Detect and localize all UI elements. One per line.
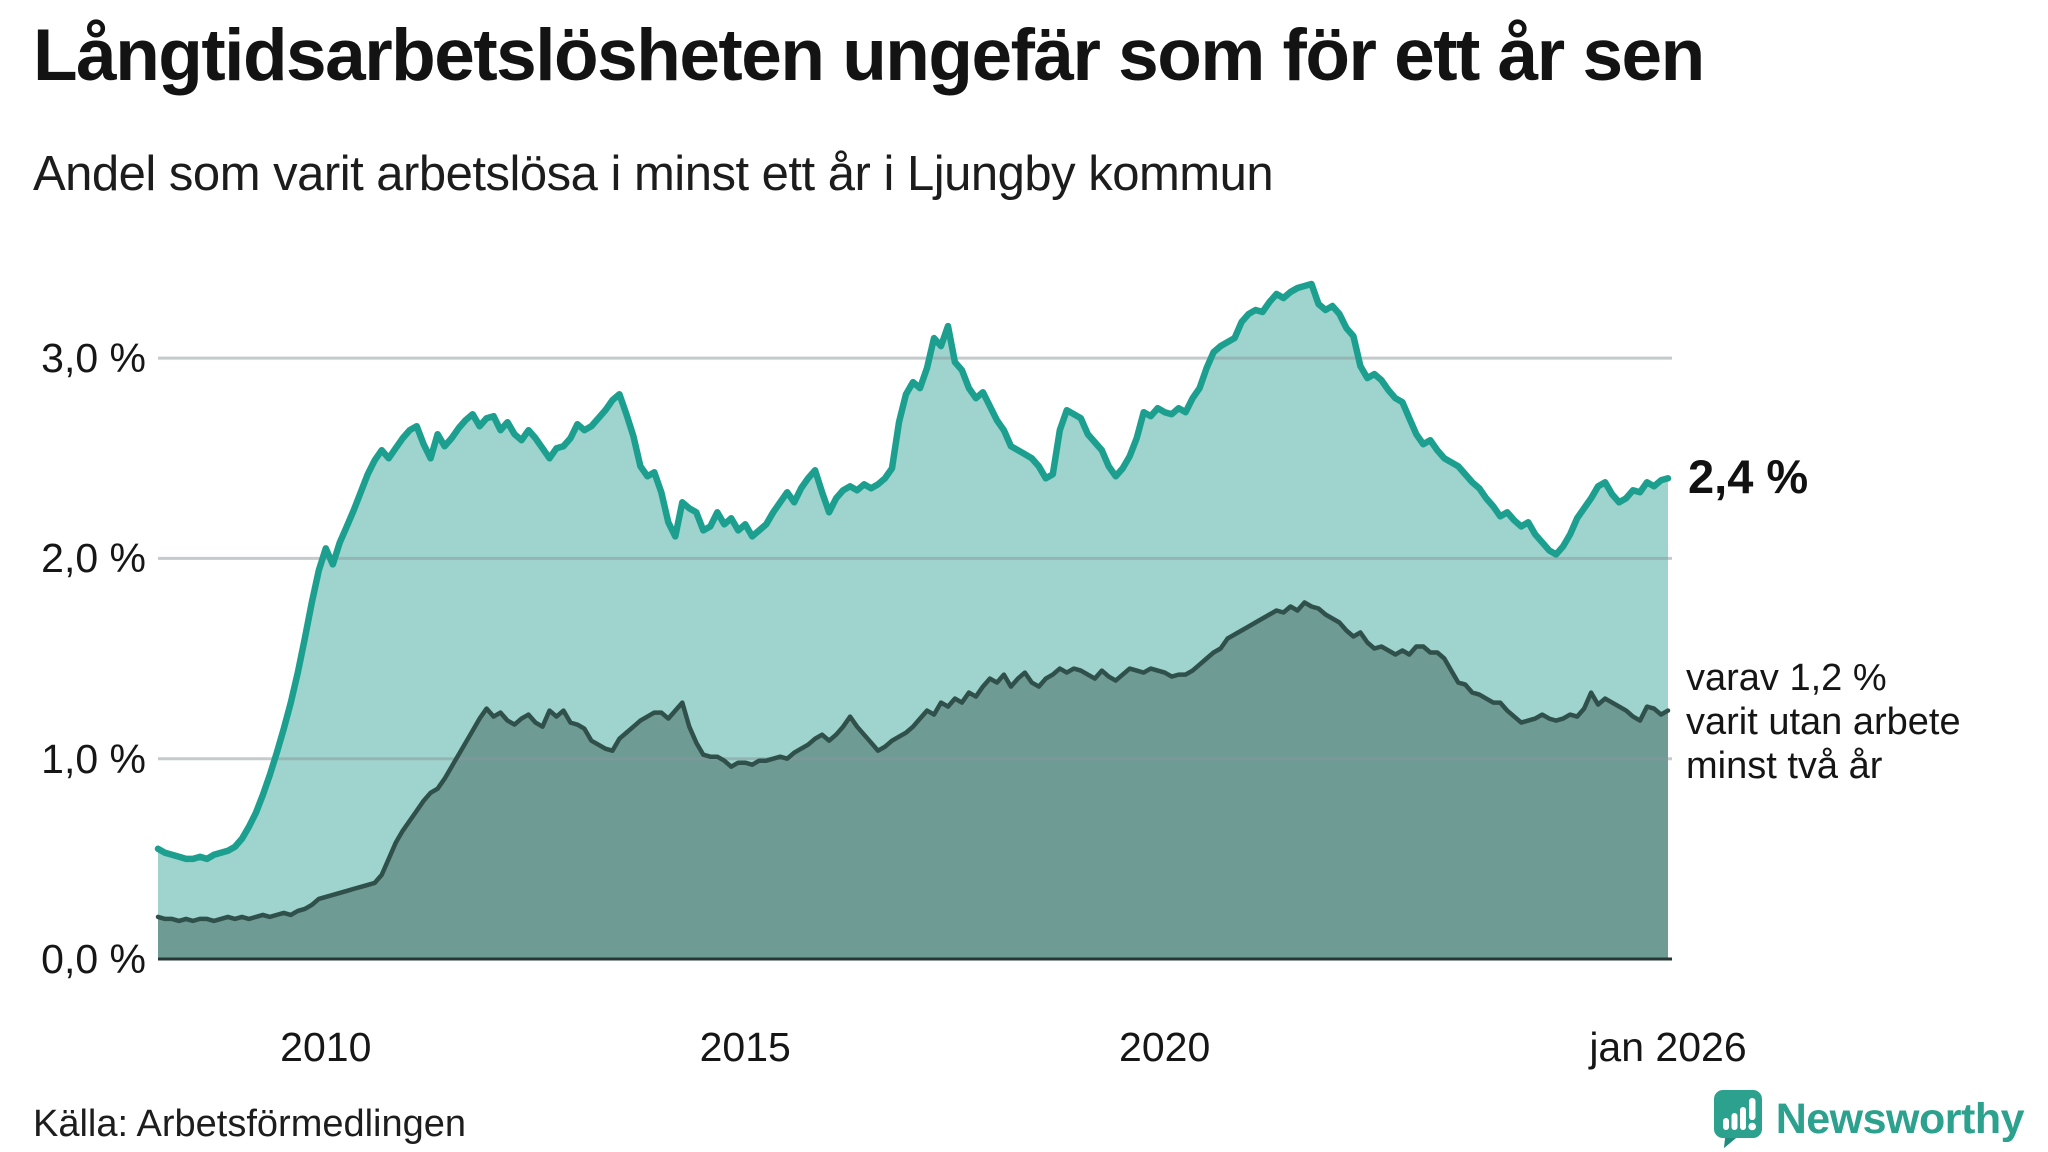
- x-tick-label-2015: 2015: [699, 1024, 791, 1070]
- two-year-annotation: varav 1,2 % varit utan arbete minst två …: [1686, 656, 1961, 788]
- y-tick-label-1: 1,0 %: [41, 735, 146, 782]
- series-two-year-area: [158, 602, 1668, 959]
- series-total-line: [154, 280, 1672, 863]
- y-tick-label-2: 2,0 %: [41, 535, 146, 582]
- x-tick-label-2010: 2010: [280, 1024, 372, 1070]
- chart-subtitle: Andel som varit arbetslösa i minst ett å…: [33, 147, 1274, 201]
- x-tick-label-2020: 2020: [1119, 1024, 1211, 1070]
- newsworthy-logo: Newsworthy: [1713, 1090, 2025, 1148]
- series-end-value-label: 2,4 %: [1688, 450, 1809, 503]
- page-title: Långtidsarbetslösheten ungefär som för e…: [33, 15, 1705, 96]
- two-year-annotation-line-2: varit utan arbete: [1686, 701, 1961, 743]
- two-year-annotation-line-1: varav 1,2 %: [1686, 657, 1887, 699]
- chart-gridlines-overlay: [158, 356, 1672, 761]
- x-tick-label-jan-2026: jan 2026: [1589, 1024, 1747, 1070]
- newsworthy-logo-text: Newsworthy: [1775, 1094, 2025, 1143]
- series-two-year-line: [155, 600, 1671, 924]
- newsworthy-logo-icon: [1713, 1090, 1762, 1148]
- two-year-annotation-line-3: minst två år: [1686, 745, 1883, 787]
- source-credit: Källa: Arbetsförmedlingen: [33, 1103, 467, 1145]
- y-tick-label-0: 0,0 %: [41, 936, 146, 982]
- y-tick-label-3: 3,0 %: [41, 335, 146, 382]
